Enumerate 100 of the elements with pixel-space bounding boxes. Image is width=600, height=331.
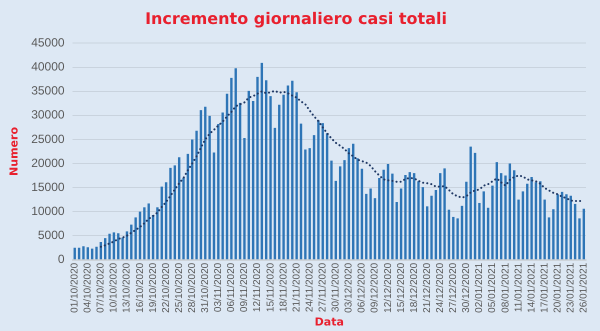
bar [526,184,528,260]
bar [117,233,120,260]
bar [522,191,524,260]
bar [234,68,237,260]
bar [391,174,394,260]
x-tick-label: 17/01/2021 [539,262,550,313]
bar [356,158,359,260]
bar [470,146,472,260]
x-tick-label: 26/01/2021 [578,262,590,313]
x-tick-label: 09/12/2020 [370,262,381,313]
bar [260,62,264,260]
bar [238,102,242,260]
bar [439,173,442,260]
bar [570,196,572,260]
bar [322,123,324,260]
x-tick-label: 10/10/2020 [108,262,120,313]
x-tick-label: 12/11/2020 [252,262,264,312]
bar [560,192,564,260]
bar [148,203,150,260]
bar [308,148,311,260]
bar [369,188,372,260]
bar [317,120,320,260]
x-tick-label: 28/10/2020 [186,262,198,313]
bar [326,133,328,260]
x-tick-label: 21/12/2020 [422,262,433,313]
bar [160,186,163,260]
y-tick-label: 30000 [31,108,65,122]
x-tick-label: 15/11/2020 [265,262,276,312]
bar [100,242,102,260]
bar [178,157,180,260]
bar [230,78,233,260]
bar [186,154,190,260]
y-tick-label: 20000 [31,156,65,170]
x-tick-label: 06/12/2020 [356,262,368,313]
x-tick-label: 21/11/2020 [291,262,302,312]
bar [496,162,498,260]
y-tick-label: 45000 [31,36,65,50]
bar [478,202,481,260]
bar [104,238,106,260]
x-tick-label: 27/11/2020 [318,262,329,312]
bar [338,166,342,260]
bar [217,124,220,260]
x-tick-label: 22/10/2020 [160,262,172,313]
x-tick-label: 27/12/2020 [448,262,460,313]
y-tick-label: 10000 [31,204,65,218]
x-tick-label: 07/10/2020 [96,262,107,313]
bar [208,116,211,260]
x-tick-label: 02/01/2021 [474,262,486,313]
bar [282,94,285,260]
x-tick-label: 14/01/2021 [526,262,538,313]
x-tick-label: 01/10/2020 [69,262,80,313]
x-tick-label: 31/10/2020 [200,262,212,313]
bar [396,202,398,260]
bar [143,207,146,260]
x-tick-label: 30/12/2020 [461,262,472,313]
x-axis-title: Data [314,315,344,328]
y-tick-label: 35000 [31,84,65,98]
bar [500,173,502,260]
bar [112,232,116,260]
bar [443,168,446,260]
x-tick-label: 23/01/2021 [566,262,577,313]
bar [426,206,428,260]
bar [508,164,512,260]
bar [78,248,80,260]
bar [422,187,424,260]
y-tick-label: 5000 [38,228,65,242]
bar [582,208,586,260]
chart-title: Incremento giornaliero casi totali [145,8,447,28]
x-tick-label: 16/10/2020 [134,262,146,313]
y-tick-label: 25000 [31,132,65,146]
bar [556,194,559,260]
x-tick-label: 03/12/2020 [344,262,355,313]
bar [90,248,94,260]
bar [365,194,368,260]
bar [486,208,490,260]
bar [130,224,133,260]
bar [191,139,194,260]
x-tick-label: 03/11/2020 [213,262,224,312]
x-tick-label: 15/12/2020 [396,262,407,313]
x-tick-label: 20/01/2021 [552,262,564,313]
y-axis-title: Numero [7,126,20,176]
bar [248,90,250,260]
bar [565,194,568,260]
bar [408,172,411,260]
x-tick-label: 19/10/2020 [148,262,159,313]
bar [456,218,459,260]
bar [278,104,280,260]
bar [404,175,407,260]
bar [200,110,202,260]
x-tick-label: 18/12/2020 [408,262,420,313]
bar [264,80,268,260]
bar [465,182,468,260]
bar [74,248,76,260]
bar [348,148,350,260]
bar [156,207,159,260]
x-tick-label: 24/12/2020 [434,262,446,313]
y-tick-label: 15000 [31,180,65,194]
bar [434,190,438,260]
x-tick-label: 30/11/2020 [330,262,342,312]
bar [513,170,516,260]
